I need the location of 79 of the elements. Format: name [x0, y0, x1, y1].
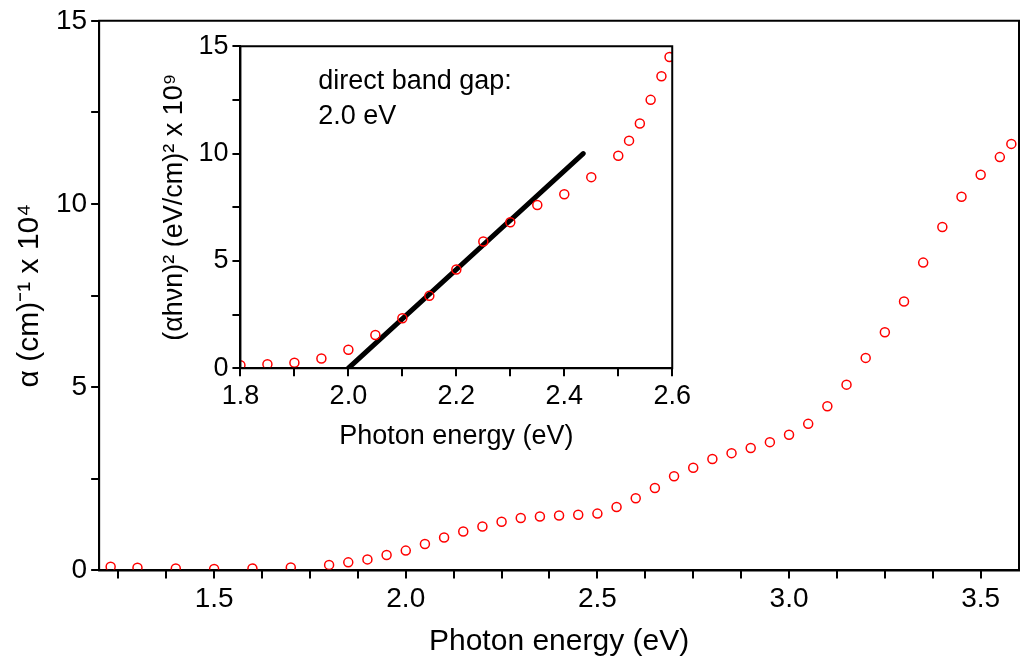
y-tick-label: 10 [55, 186, 88, 218]
point [879, 326, 891, 338]
point [613, 150, 624, 161]
x-axis-title: Photon energy (eV) [339, 420, 574, 451]
y-tick-label: 5 [71, 369, 88, 401]
x-tick-label: 3.5 [961, 581, 1001, 613]
point [553, 510, 565, 521]
point [1006, 138, 1017, 150]
point [656, 71, 667, 82]
point [623, 135, 635, 146]
y-tick-label: 15 [198, 29, 229, 60]
point [649, 482, 661, 494]
point [132, 562, 143, 571]
x-tick-label: 2.0 [386, 581, 426, 613]
point [586, 171, 597, 183]
point [860, 352, 871, 364]
point [370, 329, 381, 341]
point [316, 353, 327, 364]
point [841, 379, 852, 390]
point [400, 545, 412, 556]
point [764, 436, 776, 448]
point [630, 492, 641, 504]
y-tick-label: 15 [55, 3, 88, 35]
x-tick-label: 2.2 [437, 379, 476, 410]
point [687, 462, 699, 474]
point [505, 216, 516, 228]
x-tick-label: 1.8 [221, 379, 260, 410]
point [381, 549, 392, 561]
point [937, 221, 948, 233]
y-tick-label: 10 [198, 136, 229, 167]
point [726, 447, 737, 459]
point [343, 344, 354, 355]
point [645, 94, 656, 106]
y-tick-label: 5 [213, 244, 229, 275]
x-axis-title: Photon energy (eV) [428, 623, 690, 657]
point [438, 532, 450, 543]
point [634, 118, 646, 129]
point [515, 512, 526, 524]
point [285, 562, 297, 571]
point [397, 312, 408, 324]
point [496, 516, 507, 527]
point [451, 264, 462, 275]
x-tick-label: 2.0 [329, 379, 368, 410]
point [956, 191, 967, 202]
point [532, 199, 543, 211]
point [289, 357, 300, 369]
point [898, 296, 910, 307]
x-tick-label: 3.0 [769, 581, 809, 613]
x-tick-label: 2.6 [653, 379, 692, 410]
point [362, 554, 373, 565]
annotation: direct band gap: 2.0 eV [318, 65, 512, 131]
y-axis-title: (αhνn)² (eV/cm)² x 10⁹ [157, 73, 188, 341]
point [917, 257, 929, 268]
x-tick-label: 2.5 [577, 581, 617, 613]
point [323, 559, 335, 571]
y-tick-label: 0 [71, 553, 88, 585]
point [783, 429, 795, 441]
point [419, 538, 431, 550]
x-tick-label: 1.5 [194, 581, 234, 613]
point [592, 508, 603, 519]
point [458, 526, 469, 537]
point [424, 290, 435, 302]
x-tick-label: 2.4 [545, 379, 584, 410]
y-axis-title: α (cm)⁻¹ x 10⁴ [11, 203, 45, 388]
point [559, 189, 570, 200]
point [745, 442, 756, 454]
point [975, 169, 986, 180]
point [707, 453, 718, 465]
point [572, 509, 584, 520]
point [477, 521, 488, 532]
point [611, 501, 622, 513]
point [802, 418, 814, 430]
point [668, 470, 680, 482]
point [534, 511, 546, 522]
point [822, 401, 833, 412]
point [478, 236, 489, 247]
point [343, 557, 354, 568]
y-tick-label: 0 [213, 351, 229, 382]
point [994, 151, 1006, 163]
